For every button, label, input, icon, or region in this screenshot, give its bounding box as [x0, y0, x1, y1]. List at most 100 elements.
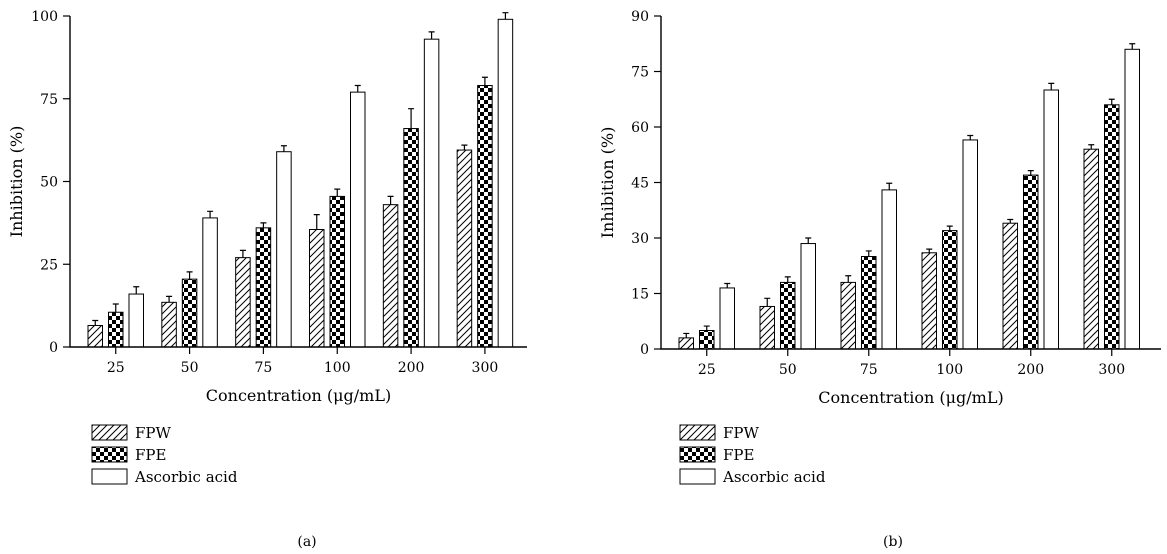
- error-bar: [92, 321, 98, 326]
- y-ticks-panel-b: 0 15 30 45 60 75 90: [631, 9, 661, 358]
- bar-fpw: [1084, 149, 1099, 349]
- error-bar: [683, 333, 689, 337]
- error-bar: [334, 189, 340, 196]
- error-bar: [133, 287, 139, 294]
- bar-fpw: [383, 205, 398, 347]
- legend-swatch-ascorbic-acid: [92, 469, 127, 484]
- bar-fpw: [679, 338, 694, 349]
- error-bar: [764, 298, 770, 306]
- error-bar: [947, 226, 953, 230]
- bar-fpe: [478, 86, 493, 347]
- legend-panel-b: FPW FPE Ascorbic acid: [680, 424, 826, 486]
- bar-fpe: [404, 129, 419, 347]
- x-axis-label-panel-a: Concentration (μg/mL): [206, 386, 391, 405]
- error-bar: [886, 183, 892, 190]
- bar-fpw: [310, 229, 325, 347]
- bar-ascorbic-acid: [498, 19, 512, 347]
- legend-label: Ascorbic acid: [134, 468, 238, 486]
- error-bar: [926, 249, 932, 253]
- bar-fpw: [1003, 223, 1018, 349]
- error-bar: [1109, 99, 1115, 105]
- y-tick-label: 75: [631, 65, 649, 81]
- x-tick-label: 25: [698, 362, 716, 378]
- bar-ascorbic-acid: [963, 140, 978, 349]
- error-bar: [187, 272, 193, 279]
- bar-fpw: [457, 150, 472, 347]
- error-bar: [1028, 171, 1034, 175]
- y-ticks-panel-a: 0 25 50 75 100: [31, 9, 70, 356]
- legend-label: FPE: [135, 446, 166, 464]
- error-bar: [113, 304, 119, 312]
- y-tick-label: 30: [631, 231, 649, 247]
- legend-label: FPE: [723, 446, 754, 464]
- error-bar: [388, 196, 394, 204]
- error-bar: [429, 32, 435, 39]
- bar-fpe: [700, 331, 715, 350]
- legend-swatch-ascorbic-acid: [680, 469, 715, 484]
- error-bar: [408, 109, 414, 129]
- bar-fpw: [841, 282, 856, 349]
- x-tick-label: 50: [181, 360, 199, 376]
- y-tick-label: 90: [631, 9, 649, 25]
- error-bar: [866, 251, 872, 257]
- legend-swatch-fpw: [92, 425, 127, 440]
- x-axis-label-panel-b: Concentration (μg/mL): [818, 388, 1003, 407]
- y-tick-label: 50: [40, 175, 58, 191]
- bars-panel-b: [679, 44, 1140, 349]
- x-tick-label: 300: [1098, 362, 1125, 378]
- legend-swatch-fpw: [680, 425, 715, 440]
- bar-ascorbic-acid: [1044, 90, 1059, 349]
- error-bar: [1007, 220, 1013, 224]
- error-bar: [1129, 44, 1135, 50]
- y-tick-label: 15: [631, 287, 649, 303]
- error-bar: [461, 145, 467, 150]
- bar-fpe: [781, 282, 796, 349]
- legend-label: Ascorbic acid: [722, 468, 826, 486]
- bar-ascorbic-acid: [129, 294, 144, 347]
- x-tick-label: 75: [860, 362, 878, 378]
- error-bar: [482, 77, 488, 85]
- y-tick-label: 25: [40, 257, 58, 273]
- bar-fpw: [162, 302, 177, 347]
- bar-fpw: [760, 306, 775, 349]
- bar-ascorbic-acid: [351, 92, 366, 347]
- x-tick-label: 75: [255, 360, 273, 376]
- y-tick-label: 0: [49, 340, 58, 356]
- x-tick-label: 200: [398, 360, 425, 376]
- bar-fpe: [943, 231, 958, 349]
- error-bar: [502, 13, 508, 20]
- bar-fpw: [88, 325, 103, 347]
- x-ticks-panel-a: 25 50 75 100 200 300: [107, 347, 498, 376]
- bar-fpe: [109, 312, 124, 347]
- y-tick-label: 75: [40, 92, 58, 108]
- error-bar: [785, 277, 791, 283]
- error-bar: [967, 136, 973, 140]
- bar-fpw: [922, 253, 937, 349]
- legend-swatch-fpe: [680, 447, 715, 462]
- legend-label: FPW: [135, 424, 172, 442]
- legend-swatch-fpe: [92, 447, 127, 462]
- panel-label-a: (a): [297, 534, 316, 550]
- bar-fpe: [1024, 175, 1039, 349]
- bar-ascorbic-acid: [801, 244, 816, 349]
- error-bar: [207, 211, 213, 218]
- x-tick-label: 200: [1017, 362, 1044, 378]
- bar-ascorbic-acid: [277, 152, 292, 347]
- error-bar: [1088, 145, 1094, 149]
- error-bar: [845, 276, 851, 283]
- x-tick-label: 50: [779, 362, 797, 378]
- y-tick-label: 100: [31, 9, 58, 25]
- y-axis-label-panel-a: Inhibition (%): [7, 126, 26, 238]
- y-axis-label-panel-b: Inhibition (%): [598, 127, 617, 239]
- x-tick-label: 100: [936, 362, 963, 378]
- y-tick-label: 0: [640, 342, 649, 358]
- x-ticks-panel-b: 25 50 75 100 200 300: [698, 349, 1125, 378]
- bar-fpe: [1105, 105, 1120, 349]
- x-tick-label: 25: [107, 360, 125, 376]
- panel-label-b: (b): [883, 534, 903, 550]
- error-bar: [260, 223, 266, 228]
- error-bar: [1048, 83, 1054, 90]
- bar-ascorbic-acid: [1125, 49, 1140, 349]
- error-bar: [166, 296, 172, 302]
- x-tick-label: 100: [324, 360, 351, 376]
